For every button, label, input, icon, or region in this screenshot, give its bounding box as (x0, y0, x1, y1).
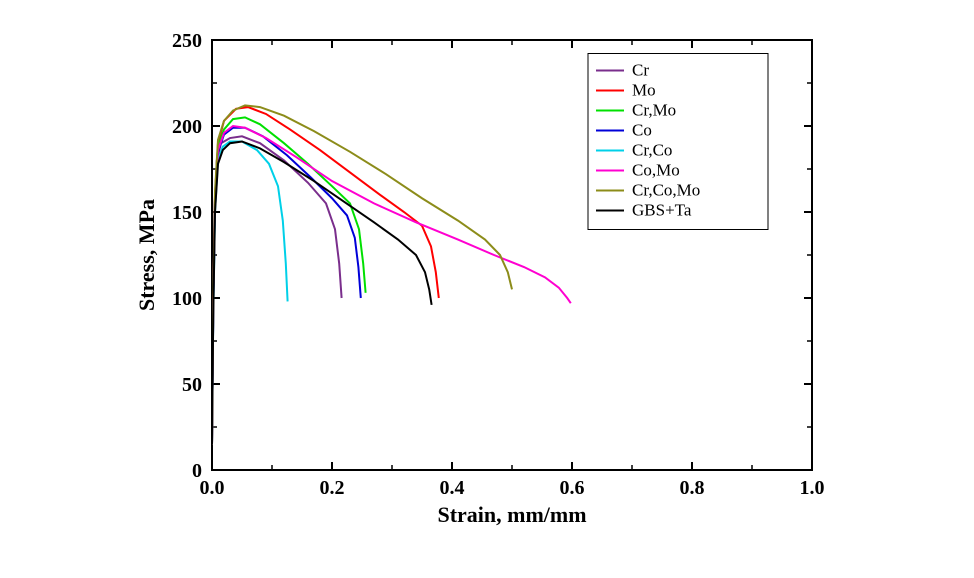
series-cr-co (212, 141, 288, 444)
xtick-label: 0.4 (440, 477, 465, 499)
legend-label: Cr,Co,Mo (632, 181, 700, 200)
series-cr-co-mo (212, 105, 512, 444)
ytick-label: 0 (192, 460, 202, 482)
legend-label: Cr,Mo (632, 101, 676, 120)
stress-strain-chart: 0.0 0.2 0.4 0.6 0.8 1.0 0 50 100 150 200 250 Strain,… (122, 18, 852, 558)
chart-svg: 0.0 0.2 0.4 0.6 0.8 1.0 0 50 100 150 200 250 Strain,… (122, 18, 852, 558)
legend-label: GBS+Ta (632, 201, 692, 220)
series-mo (212, 107, 439, 444)
xtick-label: 0.2 (320, 477, 345, 499)
legend-label: Cr (632, 61, 649, 80)
series-gbs-ta (212, 141, 432, 444)
xtick-label: 1.0 (800, 477, 825, 499)
ytick-label: 150 (172, 202, 202, 224)
x-axis-title: Strain, mm/mm (437, 502, 586, 527)
legend-label: Mo (632, 81, 656, 100)
y-axis-title: Stress, MPa (134, 199, 159, 311)
xtick-label: 0.0 (200, 477, 225, 499)
plot-frame (212, 40, 812, 470)
legend-label: Co (632, 121, 652, 140)
legend-label: Co,Mo (632, 161, 680, 180)
ytick-label: 250 (172, 30, 202, 52)
xtick-label: 0.6 (560, 477, 585, 499)
ytick-label: 50 (182, 374, 202, 396)
series-co-mo (212, 126, 571, 444)
ytick-label: 100 (172, 288, 202, 310)
ytick-label: 200 (172, 116, 202, 138)
series-group (212, 105, 571, 444)
xtick-label: 0.8 (680, 477, 705, 499)
legend-label: Cr,Co (632, 141, 672, 160)
